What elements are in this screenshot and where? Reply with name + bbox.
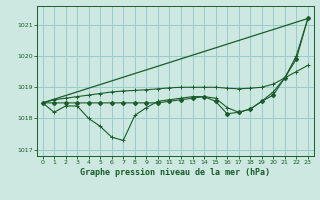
X-axis label: Graphe pression niveau de la mer (hPa): Graphe pression niveau de la mer (hPa) <box>80 168 270 177</box>
